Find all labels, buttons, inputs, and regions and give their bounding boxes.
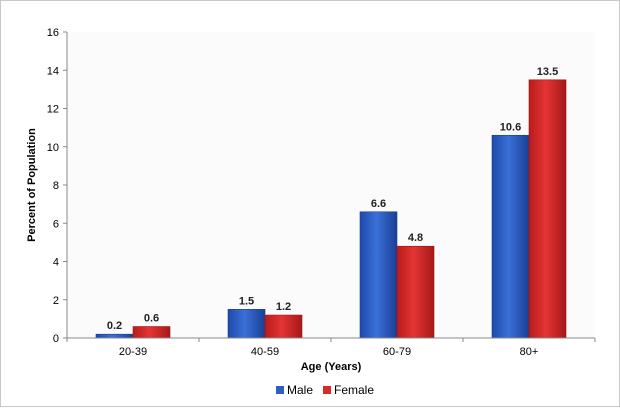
- y-tick-label: 2: [53, 295, 59, 307]
- bar-female-1: [264, 314, 303, 339]
- bar-female-2: [396, 245, 435, 339]
- bars-layer: 0.2 0.6 1.5 1.2 6.6 4.8 10.6 13.5: [95, 66, 567, 339]
- x-tick-label: 20-39: [119, 346, 147, 358]
- x-tick-label: 60-79: [383, 346, 411, 358]
- legend-label-male: Male: [287, 383, 313, 397]
- y-tick-label: 16: [47, 27, 59, 39]
- y-tick-label: 12: [47, 104, 59, 116]
- bar-female-3: [528, 79, 567, 339]
- legend-swatch-female: [323, 386, 331, 394]
- y-tick-label: 14: [47, 65, 59, 77]
- y-tick-label: 0: [53, 333, 59, 345]
- y-tick-label: 4: [53, 257, 59, 269]
- data-label-male-1: 1.5: [239, 295, 254, 307]
- data-label-male-2: 6.6: [371, 198, 386, 210]
- y-tick-label: 6: [53, 218, 59, 230]
- y-axis-title: Percent of Population: [26, 128, 38, 242]
- y-tick-label: 10: [47, 142, 59, 154]
- data-label-male-0: 0.2: [107, 320, 122, 332]
- bar-female-0: [132, 326, 171, 339]
- legend: Male Female: [276, 383, 374, 397]
- bar-male-2: [359, 211, 398, 339]
- data-label-male-3: 10.6: [500, 121, 521, 133]
- axes-layer: 0 2 4 6 8 10 12 14 16 20-39 40-59 60-79 80+: [47, 27, 596, 358]
- x-tick-label: 80+: [520, 346, 539, 358]
- x-axis-title: Age (Years): [301, 361, 362, 373]
- data-label-female-1: 1.2: [276, 301, 291, 313]
- bar-male-0: [95, 333, 134, 339]
- legend-label-female: Female: [334, 383, 374, 397]
- legend-swatch-male: [276, 386, 284, 394]
- data-label-female-0: 0.6: [144, 313, 159, 325]
- bar-male-1: [227, 309, 266, 339]
- y-tick-label: 8: [53, 180, 59, 192]
- x-tick-label: 40-59: [251, 346, 279, 358]
- bar-male-3: [491, 134, 530, 339]
- data-label-female-2: 4.8: [408, 232, 423, 244]
- data-label-female-3: 13.5: [537, 66, 558, 78]
